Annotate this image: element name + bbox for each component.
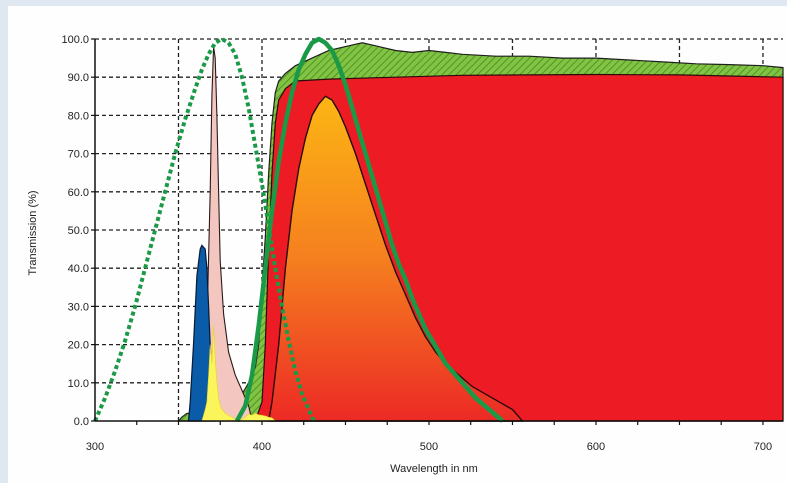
y-tick-label: 100.0 [61, 34, 89, 46]
y-axis-title: Transmission (%) [27, 190, 39, 275]
x-tick-label: 600 [587, 441, 605, 453]
x-tick-label: 500 [420, 441, 438, 453]
y-tick-label: 60.0 [68, 187, 89, 199]
y-tick-label: 50.0 [68, 225, 89, 237]
series-orange-area [267, 95, 525, 422]
y-tick-label: 10.0 [68, 378, 89, 390]
x-tick-label: 300 [86, 441, 104, 453]
y-tick-label: 30.0 [68, 301, 89, 313]
x-tick-label: 400 [253, 441, 271, 453]
tick-labels: 0.0 10.0 20.0 30.0 40.0 50.0 60.0 70.0 80.0 90.0 1… [61, 34, 772, 453]
y-tick-label: 80.0 [68, 110, 89, 122]
series-green-solid-line [234, 36, 504, 423]
y-tick-label: 70.0 [68, 149, 89, 161]
x-tick-label: 700 [754, 441, 772, 453]
x-axis-title: Wavelength in nm [390, 463, 478, 475]
y-tick-label: 0.0 [74, 416, 89, 428]
y-tick-label: 20.0 [68, 340, 89, 352]
series-yellow-emission [201, 325, 277, 422]
series-areas [93, 36, 784, 423]
y-tick-label: 40.0 [68, 263, 89, 275]
y-tick-label: 90.0 [68, 72, 89, 84]
series-green-dotted-line [93, 36, 316, 422]
axes [91, 38, 783, 425]
